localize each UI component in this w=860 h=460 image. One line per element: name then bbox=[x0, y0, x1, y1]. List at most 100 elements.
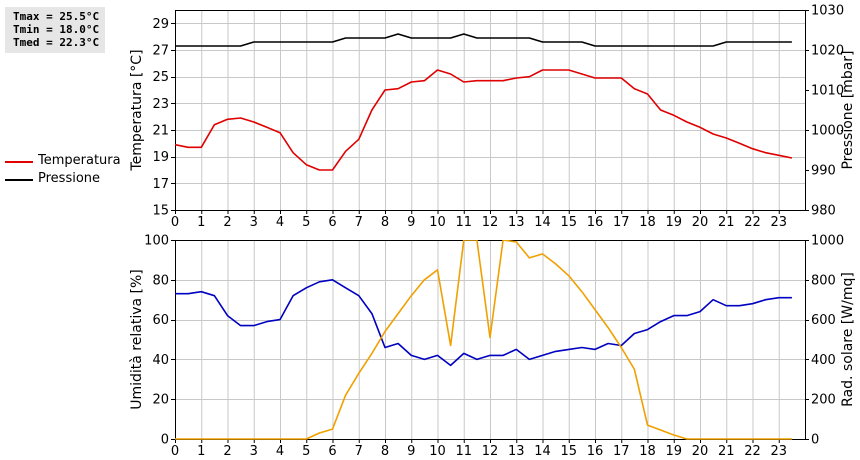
x-tick-label: 1 bbox=[197, 215, 205, 230]
y-tick-label-left: 17 bbox=[152, 177, 169, 192]
x-tick-label: 19 bbox=[665, 444, 682, 459]
y-tick-label-right: 1000 bbox=[811, 124, 844, 139]
y-tick-label-left: 23 bbox=[152, 97, 169, 112]
x-tick-label: 0 bbox=[171, 444, 179, 459]
x-tick-label: 13 bbox=[508, 444, 525, 459]
legend-line-pressione bbox=[5, 179, 33, 181]
x-tick-label: 2 bbox=[223, 444, 231, 459]
x-tick-label: 3 bbox=[250, 215, 258, 230]
x-tick-label: 20 bbox=[692, 444, 709, 459]
y-tick-label-left: 80 bbox=[152, 273, 169, 288]
y-axis-title-left: Umidità relativa [%] bbox=[129, 269, 145, 410]
y-axis-title-right: Pressione [mbar] bbox=[840, 50, 856, 169]
y-tick-label-left: 40 bbox=[152, 353, 169, 368]
tmed-text: Tmed = 22.3°C bbox=[13, 36, 100, 49]
x-tick-label: 12 bbox=[482, 215, 499, 230]
x-tick-label: 22 bbox=[744, 215, 761, 230]
y-tick-label-left: 100 bbox=[144, 234, 169, 249]
series-line-rad-sol bbox=[175, 240, 792, 440]
x-tick-label: 4 bbox=[276, 215, 284, 230]
x-tick-label: 16 bbox=[587, 444, 604, 459]
series-line-temperatura bbox=[175, 69, 793, 171]
y-axis-left: 0 20 40 60 80 100 bbox=[144, 234, 175, 448]
x-tick-label: 15 bbox=[560, 444, 577, 459]
legend-label-pressione: Pressione bbox=[38, 171, 101, 186]
x-tick-label: 13 bbox=[508, 215, 525, 230]
y-tick-label-left: 60 bbox=[152, 313, 169, 328]
grid-lines bbox=[175, 10, 805, 211]
x-tick-label: 23 bbox=[770, 215, 787, 230]
y-axis-right: 980 990 1000 1010 1020 1030 bbox=[805, 4, 844, 219]
x-tick-label: 21 bbox=[718, 444, 735, 459]
x-tick-label: 11 bbox=[455, 444, 472, 459]
y-axis-right: 0 200 400 600 800 1000 bbox=[805, 234, 844, 448]
x-tick-label: 10 bbox=[429, 215, 446, 230]
x-tick-label: 5 bbox=[302, 215, 310, 230]
x-tick-label: 18 bbox=[639, 215, 656, 230]
x-tick-label: 17 bbox=[613, 444, 630, 459]
x-tick-label: 6 bbox=[328, 215, 336, 230]
y-tick-label-right: 0 bbox=[811, 433, 819, 448]
y-axis-left: 15 17 19 21 23 25 27 29 bbox=[152, 17, 175, 219]
y-tick-label-left: 27 bbox=[152, 44, 169, 59]
x-tick-label: 14 bbox=[534, 215, 551, 230]
y-tick-label-left: 19 bbox=[152, 150, 169, 165]
y-tick-label-right: 1010 bbox=[811, 84, 844, 99]
y-tick-label-left: 21 bbox=[152, 124, 169, 139]
x-tick-label: 1 bbox=[197, 444, 205, 459]
x-tick-label: 18 bbox=[639, 444, 656, 459]
x-tick-label: 12 bbox=[482, 444, 499, 459]
y-tick-label-right: 990 bbox=[811, 164, 836, 179]
y-tick-label-left: 29 bbox=[152, 17, 169, 32]
y-tick-label-left: 20 bbox=[152, 393, 169, 408]
x-tick-label: 9 bbox=[407, 444, 415, 459]
x-tick-label: 21 bbox=[718, 215, 735, 230]
x-tick-label: 0 bbox=[171, 215, 179, 230]
x-tick-label: 17 bbox=[613, 215, 630, 230]
x-tick-label: 23 bbox=[770, 444, 787, 459]
grid-lines bbox=[175, 240, 805, 440]
y-axis-title-left: Temperatura [°C] bbox=[129, 49, 145, 171]
x-tick-label: 5 bbox=[302, 444, 310, 459]
x-tick-label: 2 bbox=[223, 215, 231, 230]
y-tick-label-left: 0 bbox=[161, 433, 169, 448]
x-tick-label: 9 bbox=[407, 215, 415, 230]
y-tick-label-right: 400 bbox=[811, 353, 836, 368]
x-axis: 0 1 2 3 4 5 6 7 8 9 10 11 12 13 14 15 16 17 18 19 20 21 22 23 bbox=[171, 439, 787, 459]
y-tick-label-right: 980 bbox=[811, 204, 836, 219]
x-tick-label: 8 bbox=[381, 444, 389, 459]
y-tick-label-right: 1000 bbox=[811, 234, 844, 249]
x-tick-label: 10 bbox=[429, 444, 446, 459]
y-tick-label-right: 200 bbox=[811, 393, 836, 408]
y-axis-title-right: Rad. solare [W/mq] bbox=[840, 272, 856, 407]
x-tick-label: 20 bbox=[692, 215, 709, 230]
chart-panel-1: 0 1 2 3 4 5 6 7 8 9 10 11 12 13 14 15 16 17 18 19 20 21 22 2315… bbox=[129, 4, 856, 231]
x-tick-label: 16 bbox=[587, 215, 604, 230]
y-tick-label-left: 15 bbox=[152, 204, 169, 219]
y-tick-label-right: 1020 bbox=[811, 44, 844, 59]
x-tick-label: 3 bbox=[250, 444, 258, 459]
x-tick-label: 4 bbox=[276, 444, 284, 459]
x-tick-label: 7 bbox=[355, 444, 363, 459]
x-tick-label: 14 bbox=[534, 444, 551, 459]
x-tick-label: 6 bbox=[328, 444, 336, 459]
x-tick-label: 8 bbox=[381, 215, 389, 230]
x-tick-label: 15 bbox=[560, 215, 577, 230]
y-tick-label-right: 800 bbox=[811, 273, 836, 288]
x-tick-label: 19 bbox=[665, 215, 682, 230]
chart-panel-2: 0 1 2 3 4 5 6 7 8 9 10 11 12 13 14 15 16 17 18 19 20 21 22 2302… bbox=[129, 234, 856, 460]
x-tick-label: 22 bbox=[744, 444, 761, 459]
y-tick-label-right: 600 bbox=[811, 313, 836, 328]
legend-line-temperatura bbox=[5, 161, 33, 163]
series-line-umidit bbox=[175, 278, 792, 367]
series-line-pressione bbox=[175, 33, 792, 47]
y-tick-label-left: 25 bbox=[152, 70, 169, 85]
x-tick-label: 7 bbox=[355, 215, 363, 230]
legend-label-temperatura: Temperatura bbox=[38, 153, 121, 168]
x-tick-label: 11 bbox=[455, 215, 472, 230]
y-tick-label-right: 1030 bbox=[811, 4, 844, 19]
stats-box: Tmax = 25.5°C Tmin = 18.0°C Tmed = 22.3°… bbox=[5, 7, 105, 53]
tmin-text: Tmin = 18.0°C bbox=[13, 23, 100, 36]
tmax-text: Tmax = 25.5°C bbox=[13, 10, 100, 23]
